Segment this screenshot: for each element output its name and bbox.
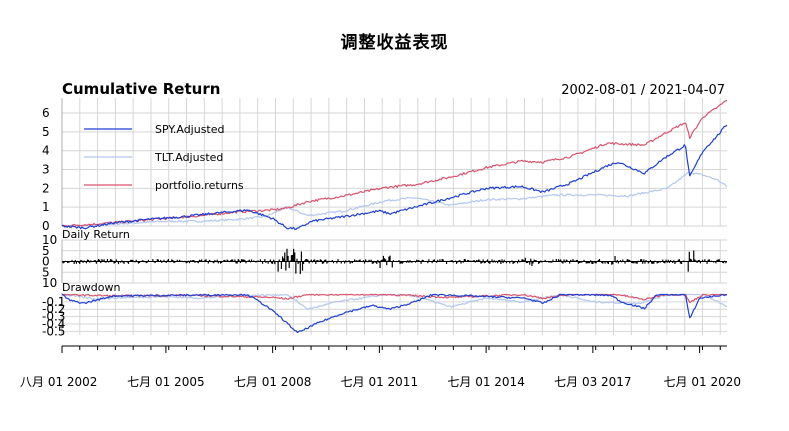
y-tick-label: -0.1	[42, 295, 65, 309]
x-tick-label: 七月 01 2008	[234, 375, 311, 389]
y-tick-label: 3	[42, 163, 50, 177]
y-tick-label: 0	[42, 219, 50, 233]
x-tick-label: 七月 01 2005	[127, 375, 204, 389]
legend-label: SPY.Adjusted	[155, 123, 225, 136]
chart-title: 调整收益表现	[340, 33, 449, 53]
x-tick-label: 七月 03 2017	[554, 375, 631, 389]
x-tick-label: 八月 01 2002	[20, 375, 97, 389]
y-tick-label: 4	[42, 144, 50, 158]
y-tick-label: -0.4	[42, 317, 65, 331]
series-line-tlt-adjusted	[61, 171, 728, 228]
y-tick-label: 0	[42, 255, 50, 269]
y-tick-label: -0.2	[42, 302, 65, 316]
panel-title: Cumulative Return	[62, 80, 220, 98]
daily-return-bars	[61, 248, 727, 275]
y-tick-label: 2	[42, 181, 50, 195]
x-tick-label: 七月 01 2014	[447, 375, 524, 389]
x-tick-label: 七月 01 2020	[664, 375, 741, 389]
y-tick-label: 10	[42, 233, 57, 247]
series-line-spy-adjusted	[61, 293, 728, 334]
panel-title: Drawdown	[62, 281, 120, 294]
x-tick-label: 七月 01 2011	[341, 375, 418, 389]
legend-label: portfolio.returns	[155, 179, 244, 192]
y-tick-label: -0.5	[42, 324, 65, 338]
panel-title: Daily Return	[62, 228, 130, 241]
series-line-spy-adjusted	[61, 124, 728, 230]
y-tick-label: 5	[42, 244, 50, 258]
y-tick-label: 5	[42, 265, 50, 279]
y-tick-label: 5	[42, 125, 50, 139]
y-tick-label: 6	[42, 106, 50, 120]
y-tick-label: 1	[42, 200, 50, 214]
y-tick-label: -0.3	[42, 310, 65, 324]
y-tick-label: 10	[42, 276, 57, 290]
date-range: 2002-08-01 / 2021-04-07	[561, 83, 725, 98]
legend-label: TLT.Adjusted	[154, 151, 223, 164]
